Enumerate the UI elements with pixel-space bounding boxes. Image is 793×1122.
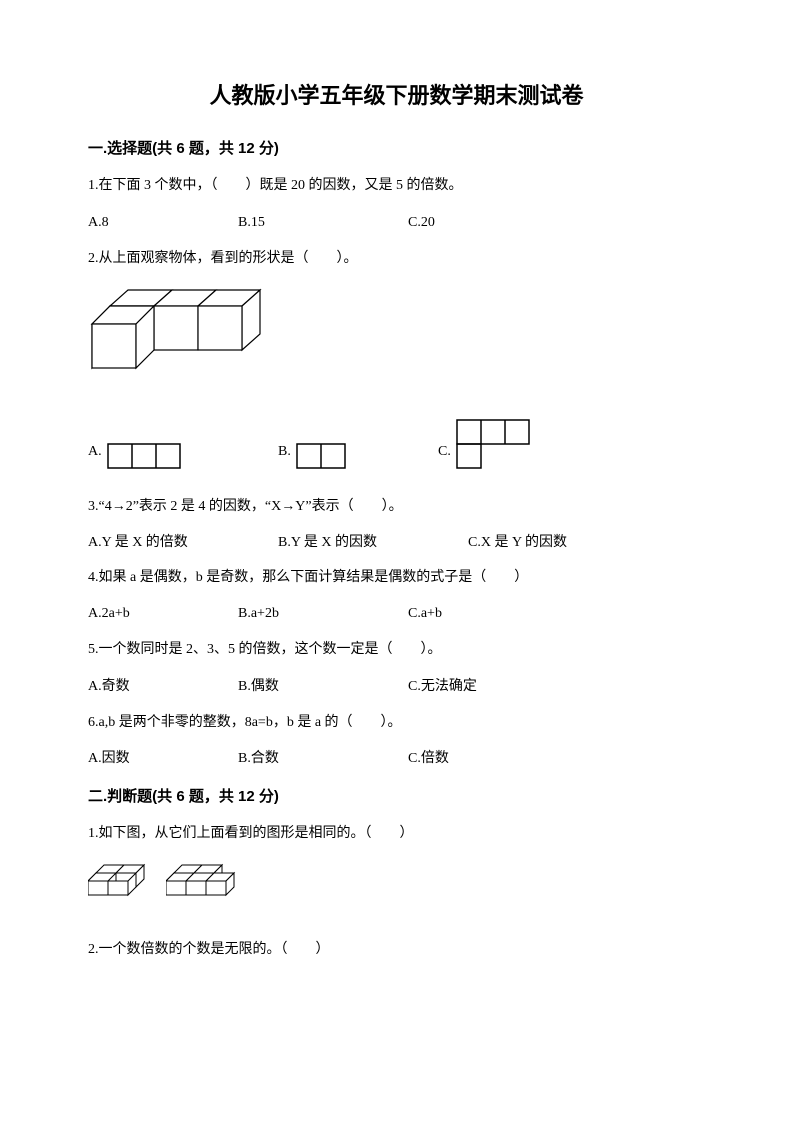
q3-text: 3.“4→2”表示 2 是 4 的因数，“X→Y”表示（ ）。 — [88, 496, 705, 518]
q2-opt-a-label: A. — [88, 441, 102, 469]
q3-options: A.Y 是 X 的倍数 B.Y 是 X 的因数 C.X 是 Y 的因数 — [88, 532, 705, 554]
q1-opt-a[interactable]: A.8 — [88, 212, 238, 234]
page-title: 人教版小学五年级下册数学期末测试卷 — [88, 78, 705, 113]
q5-text: 5.一个数同时是 2、3、5 的倍数，这个数一定是（ ）。 — [88, 639, 705, 661]
q4-options: A.2a+b B.a+2b C.a+b — [88, 603, 705, 625]
q1-text: 1.在下面 3 个数中，（ ）既是 20 的因数，又是 5 的倍数。 — [88, 175, 705, 197]
q3-opt-b[interactable]: B.Y 是 X 的因数 — [278, 532, 468, 554]
q2-opt-b-label: B. — [278, 441, 291, 469]
cube-block-2-icon — [166, 863, 238, 907]
q2-options: A. B. C. — [88, 418, 705, 470]
q3-opt-c[interactable]: C.X 是 Y 的因数 — [468, 532, 638, 554]
cubes-3d-icon — [88, 284, 293, 379]
grid-l-shape-icon — [455, 418, 533, 470]
q2-text: 2.从上面观察物体，看到的形状是（ ）。 — [88, 248, 705, 270]
grid-3x1-icon — [106, 442, 184, 470]
grid-2x1-icon — [295, 442, 349, 470]
q4-opt-a[interactable]: A.2a+b — [88, 603, 238, 625]
cube-block-1-icon — [88, 863, 148, 907]
q2-opt-c[interactable]: C. — [438, 418, 558, 470]
s2-q2-text: 2.一个数倍数的个数是无限的。（ ） — [88, 939, 705, 961]
section-1-header: 一.选择题(共 6 题，共 12 分) — [88, 137, 705, 161]
q2-opt-c-label: C. — [438, 441, 451, 469]
q3-opt-a[interactable]: A.Y 是 X 的倍数 — [88, 532, 278, 554]
q5-opt-c[interactable]: C.无法确定 — [408, 676, 578, 698]
q4-opt-c[interactable]: C.a+b — [408, 603, 578, 625]
q6-options: A.因数 B.合数 C.倍数 — [88, 748, 705, 770]
q4-opt-b[interactable]: B.a+2b — [238, 603, 408, 625]
q2-opt-a[interactable]: A. — [88, 441, 278, 469]
q2-opt-b[interactable]: B. — [278, 441, 438, 469]
q1-opt-b[interactable]: B.15 — [238, 212, 408, 234]
section-2-header: 二.判断题(共 6 题，共 12 分) — [88, 785, 705, 809]
q5-options: A.奇数 B.偶数 C.无法确定 — [88, 676, 705, 698]
s2-q1-text: 1.如下图，从它们上面看到的图形是相同的。（ ） — [88, 823, 705, 845]
q6-text: 6.a,b 是两个非零的整数，8a=b，b 是 a 的（ ）。 — [88, 712, 705, 734]
q5-opt-a[interactable]: A.奇数 — [88, 676, 238, 698]
q5-opt-b[interactable]: B.偶数 — [238, 676, 408, 698]
q6-opt-a[interactable]: A.因数 — [88, 748, 238, 770]
q1-opt-c[interactable]: C.20 — [408, 212, 578, 234]
q6-opt-c[interactable]: C.倍数 — [408, 748, 578, 770]
q6-opt-b[interactable]: B.合数 — [238, 748, 408, 770]
q4-text: 4.如果 a 是偶数，b 是奇数，那么下面计算结果是偶数的式子是（ ） — [88, 567, 705, 589]
q2-figure — [88, 284, 705, 387]
s2-q1-figure — [88, 863, 705, 907]
q1-options: A.8 B.15 C.20 — [88, 212, 705, 234]
